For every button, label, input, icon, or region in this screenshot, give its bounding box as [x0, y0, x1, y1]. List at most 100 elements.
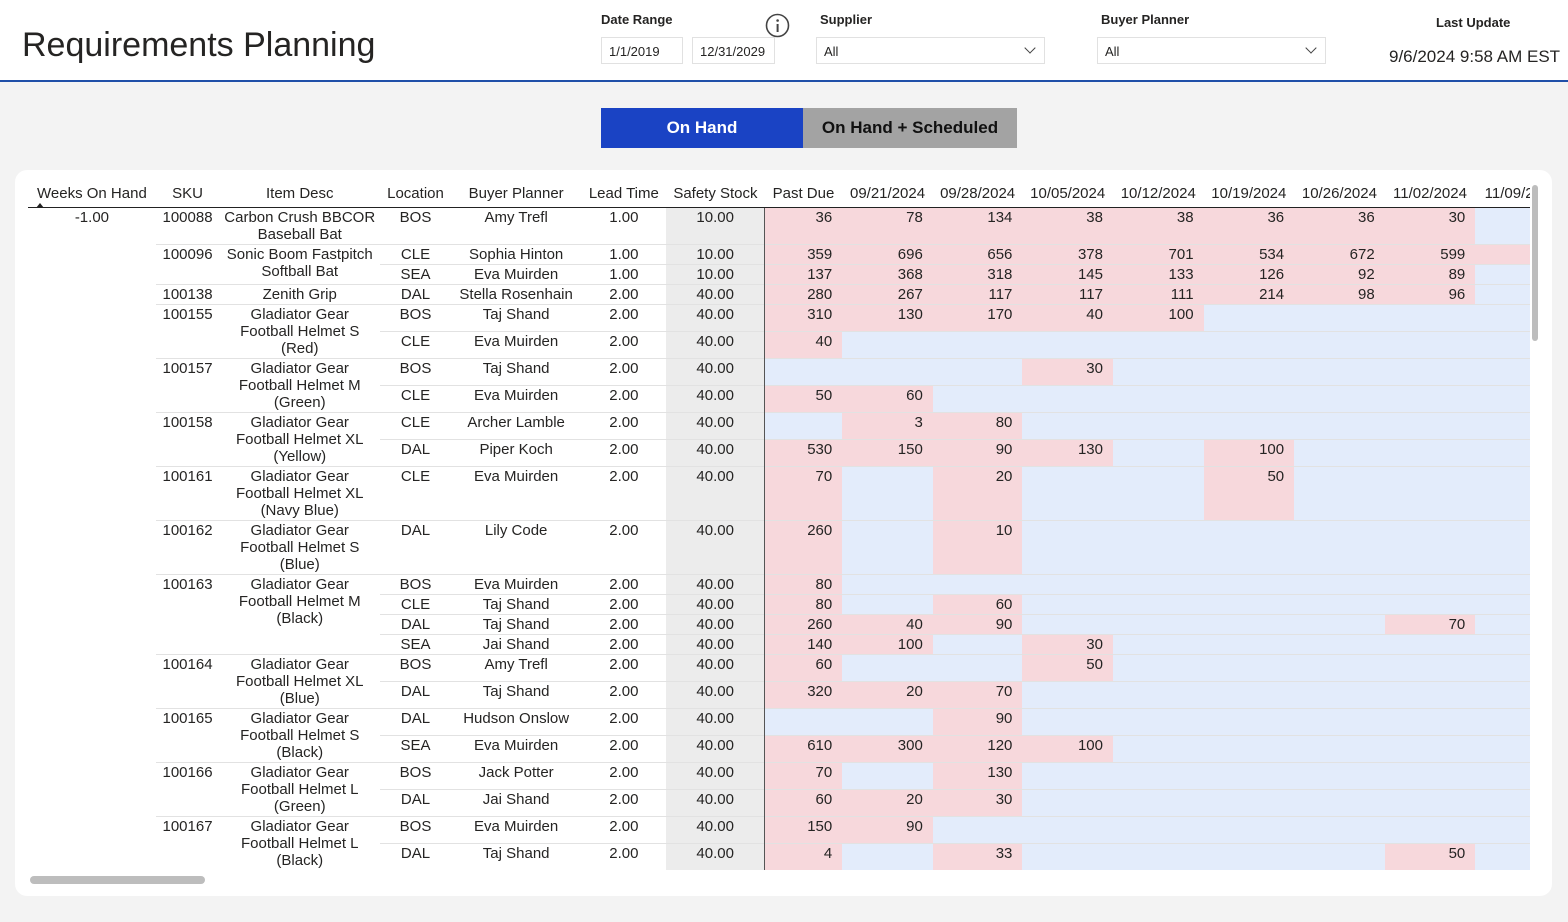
- column-header[interactable]: Item Desc: [219, 180, 381, 208]
- requirement-cell: [1384, 593, 1476, 614]
- requirement-cell: 267: [842, 283, 933, 304]
- column-header[interactable]: 10/26/2024: [1294, 180, 1385, 208]
- location: BOS: [380, 761, 451, 789]
- table-row: -1.00 100088 Carbon Crush BBCOR Baseball B…: [28, 206, 1530, 244]
- requirement-cell: 90: [932, 613, 1023, 634]
- column-header[interactable]: 11/02/2024: [1384, 180, 1476, 208]
- lead-time: 2.00: [581, 303, 667, 331]
- requirement-cell: [842, 593, 933, 614]
- location: CLE: [380, 593, 451, 614]
- requirement-cell: 145: [1022, 263, 1113, 284]
- date-start[interactable]: 1/1/2019: [601, 37, 683, 64]
- requirement-cell: [1022, 680, 1113, 708]
- requirement-cell: 90: [932, 438, 1023, 466]
- requirement-cell: [1022, 465, 1113, 520]
- requirement-cell: 36: [764, 206, 843, 244]
- requirement-cell: [1475, 411, 1530, 439]
- requirement-cell: [1022, 788, 1113, 816]
- requirement-cell: [1112, 842, 1204, 870]
- column-header[interactable]: Lead Time: [581, 180, 667, 208]
- buyer-planner-dropdown[interactable]: All: [1097, 37, 1326, 64]
- lead-time: 2.00: [581, 734, 667, 762]
- requirement-cell: [842, 357, 933, 385]
- requirement-cell: 130: [842, 303, 933, 331]
- column-header[interactable]: Weeks On Hand: [28, 180, 156, 208]
- lead-time: 2.00: [581, 680, 667, 708]
- requirement-cell: [1294, 303, 1385, 331]
- requirement-cell: [1203, 842, 1295, 870]
- table-row: 100161 Gladiator Gear Football Helmet XL …: [28, 465, 1530, 520]
- requirement-cell: [932, 384, 1023, 412]
- requirement-cell: 38: [1112, 206, 1204, 244]
- requirement-cell: [1384, 573, 1476, 594]
- info-icon[interactable]: [765, 13, 790, 38]
- requirement-cell: 36: [1203, 206, 1295, 244]
- requirement-cell: [1112, 384, 1204, 412]
- lead-time: 1.00: [581, 206, 667, 244]
- table-row: SEA Jai Shand 2.00 40.00 140 100 30: [28, 633, 1530, 654]
- table-row: 100155 Gladiator Gear Football Helmet S (…: [28, 303, 1530, 358]
- safety-stock: 40.00: [666, 815, 765, 844]
- lead-time: 2.00: [581, 653, 667, 681]
- column-header[interactable]: 10/12/2024: [1112, 180, 1204, 208]
- requirement-cell: 100: [842, 633, 933, 654]
- requirement-cell: 40: [842, 613, 933, 634]
- column-header[interactable]: Safety Stock: [666, 180, 765, 208]
- horizontal-scrollbar[interactable]: [30, 876, 205, 884]
- requirement-cell: [1203, 357, 1295, 385]
- requirement-cell: [932, 330, 1023, 358]
- column-header[interactable]: SKU: [155, 180, 220, 208]
- toggle-on-hand[interactable]: On Hand: [601, 108, 803, 148]
- location: DAL: [380, 788, 451, 816]
- requirement-cell: [1112, 330, 1204, 358]
- supplier-dropdown[interactable]: All: [816, 37, 1045, 64]
- requirement-cell: [1294, 707, 1385, 735]
- requirement-cell: [932, 815, 1023, 844]
- item-desc: Zenith Grip: [219, 283, 381, 304]
- requirement-cell: 40: [1022, 303, 1113, 331]
- sku: 100088: [155, 206, 220, 244]
- buyer-planner: Taj Shand: [450, 680, 582, 708]
- requirement-cell: [842, 653, 933, 681]
- requirement-cell: 70: [1384, 613, 1476, 634]
- requirement-cell: [1022, 815, 1113, 844]
- requirement-cell: [1294, 815, 1385, 844]
- requirement-cell: [932, 653, 1023, 681]
- column-header[interactable]: Buyer Planner: [450, 180, 582, 208]
- requirement-cell: 70: [764, 465, 843, 520]
- date-end[interactable]: 12/31/2029: [692, 37, 775, 64]
- item-desc: Gladiator Gear Football Helmet L (Black): [219, 815, 381, 870]
- column-header[interactable]: Location: [380, 180, 451, 208]
- requirement-cell: [1475, 263, 1530, 284]
- requirement-cell: 260: [764, 613, 843, 634]
- vertical-scrollbar[interactable]: [1532, 185, 1538, 341]
- requirement-cell: [1384, 707, 1476, 735]
- requirement-cell: 60: [764, 788, 843, 816]
- buyer-planner: Amy Trefl: [450, 206, 582, 244]
- buyer-planner-label: Buyer Planner: [1101, 12, 1190, 27]
- column-header[interactable]: 10/05/2024: [1022, 180, 1113, 208]
- requirement-cell: [1112, 734, 1204, 762]
- safety-stock: 40.00: [666, 734, 765, 762]
- table-row: CLE Taj Shand 2.00 40.00 80 60: [28, 593, 1530, 614]
- buyer-planner-value: All: [1105, 44, 1120, 59]
- column-header[interactable]: 09/21/2024: [842, 180, 933, 208]
- column-header[interactable]: 10/19/2024: [1203, 180, 1295, 208]
- requirement-cell: [1384, 815, 1476, 844]
- lead-time: 2.00: [581, 815, 667, 844]
- requirement-cell: [1475, 815, 1530, 844]
- requirement-cell: 38: [1022, 206, 1113, 244]
- location: DAL: [380, 680, 451, 708]
- requirement-cell: [842, 519, 933, 574]
- requirement-cell: [1022, 384, 1113, 412]
- requirement-cell: [764, 707, 843, 735]
- toggle-on-hand-scheduled[interactable]: On Hand + Scheduled: [803, 108, 1017, 148]
- column-header[interactable]: 11/09/2024: [1475, 180, 1530, 208]
- requirement-cell: [1294, 842, 1385, 870]
- column-header[interactable]: 09/28/2024: [932, 180, 1023, 208]
- buyer-planner: Eva Muirden: [450, 330, 582, 358]
- buyer-planner: Taj Shand: [450, 593, 582, 614]
- column-header[interactable]: Past Due: [764, 180, 843, 208]
- requirement-cell: 20: [842, 788, 933, 816]
- requirement-cell: [1475, 206, 1530, 244]
